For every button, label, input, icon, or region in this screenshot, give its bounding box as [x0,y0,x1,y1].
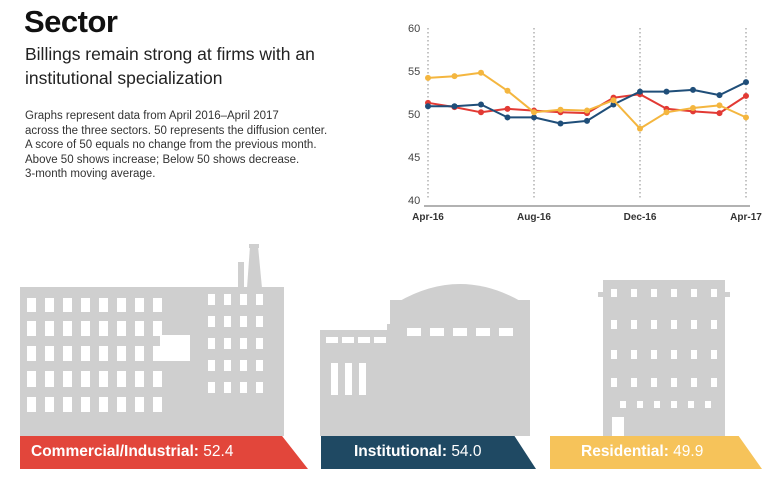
data-point-institutional [584,117,590,124]
description-line: A score of 50 equals no change from the … [25,139,317,151]
data-point-residential [531,109,537,116]
residential-banner: Residential: 49.9 [550,436,762,469]
x-tick-label: Apr-16 [412,212,444,223]
x-tick-label: Apr-17 [730,212,762,223]
data-point-residential [743,114,749,121]
y-tick-label: 60 [408,23,420,35]
y-tick-label: 55 [408,66,420,78]
description-line: across the three sectors. 50 represents … [25,124,328,137]
y-tick-label: 50 [408,109,420,121]
data-point-residential [557,106,564,113]
institutional-building-icon [320,284,530,436]
data-point-institutional [716,92,723,99]
data-point-commercial-industrial [478,109,484,116]
residential-label: Residential: [581,443,669,460]
data-point-residential [478,69,484,76]
commercial-industrial-label: Commercial/Industrial: [31,443,199,460]
description-line: 3-month moving average. [25,168,156,180]
buildings-illustration [20,244,730,436]
data-point-institutional [557,120,564,127]
x-tick-label: Dec-16 [624,212,657,223]
institutional-label: Institutional: [354,443,447,460]
residential-building-icon [598,280,730,436]
data-point-institutional [504,114,511,121]
data-point-institutional [478,101,484,108]
data-point-residential [610,97,617,104]
data-point-institutional [531,114,537,121]
data-point-residential [690,104,696,111]
data-point-residential [504,87,511,94]
data-point-institutional [690,86,696,93]
series-line-institutional [428,81,747,125]
line-chart: 40 45 50 55 60 Apr-16 Aug-16 Dec-16 Apr-17 [408,23,762,223]
data-point-institutional [425,103,431,110]
commercial-industrial-banner: Commercial/Industrial: 52.4 [20,436,308,469]
page-subtitle: Billings remain strong at firms with an … [25,44,315,88]
data-point-residential [451,73,458,80]
commercial-building-icon [20,244,284,436]
description-line: Above 50 shows increase; Below 50 shows … [25,153,300,166]
chart-description: Graphs represent data from April 2016–Ap… [25,109,370,182]
page-title: Sector [24,4,118,39]
commercial-industrial-value: 52.4 [203,443,234,460]
data-point-institutional [451,103,458,110]
data-point-commercial-industrial [743,92,749,99]
institutional-value: 54.0 [451,443,482,460]
institutional-banner: Institutional: 54.0 [321,436,536,469]
data-point-commercial-industrial [504,105,511,112]
data-point-residential [637,125,643,132]
y-tick-label: 45 [408,152,420,164]
data-point-residential [584,107,590,114]
data-point-institutional [743,79,749,86]
data-point-residential [716,102,723,109]
data-point-institutional [663,88,670,95]
description-line: Graphs represent data from April 2016–Ap… [25,110,279,122]
data-point-commercial-industrial [716,110,723,117]
data-point-residential [425,74,431,81]
x-tick-label: Aug-16 [517,212,551,223]
data-point-residential [663,109,670,116]
data-point-institutional [637,88,643,95]
y-tick-label: 40 [408,195,420,207]
residential-value: 49.9 [673,443,704,460]
